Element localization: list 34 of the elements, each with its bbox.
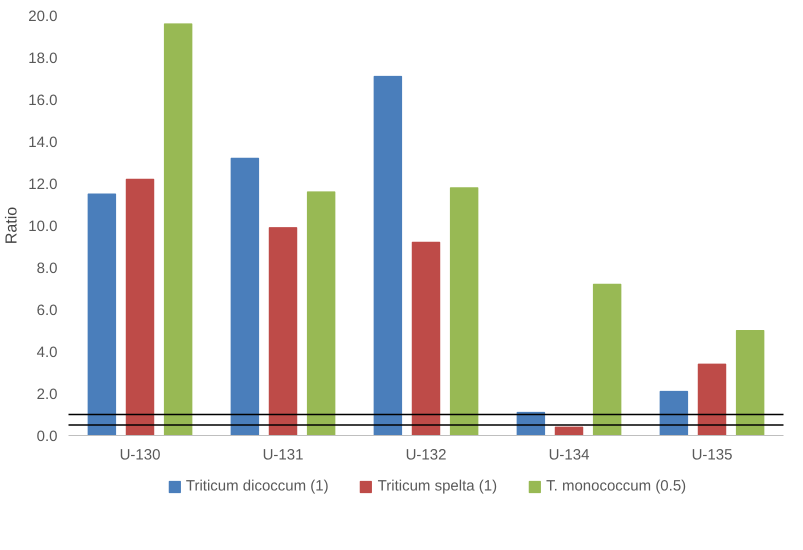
bar [554, 426, 584, 436]
bar [88, 194, 116, 436]
legend-label: Triticum spelta (1) [378, 478, 498, 494]
x-tick-label: U-135 [692, 446, 732, 464]
bar [164, 23, 192, 436]
y-tick-label: 4.0 [36, 344, 58, 361]
y-tick-label: 20.0 [28, 8, 58, 25]
y-tick-label: 10.0 [28, 218, 58, 235]
y-tick-label: 14.0 [28, 134, 58, 151]
y-tick-label: 18.0 [28, 50, 58, 67]
y-tick-label: 6.0 [36, 302, 58, 319]
bar [736, 330, 764, 436]
bar [592, 284, 622, 436]
x-tick-label: U-130 [120, 446, 160, 464]
y-tick-label: 12.0 [28, 176, 58, 193]
x-tick-label: U-131 [262, 446, 304, 464]
y-tick-label: 0.0 [36, 428, 58, 445]
y-tick-label: 2.0 [36, 386, 58, 403]
bar [230, 158, 260, 436]
y-axis-title: Ratio [3, 206, 20, 244]
legend-label: T. monococcum (0.5) [546, 478, 686, 494]
bar [306, 191, 336, 436]
bar [698, 364, 726, 436]
legend-label: Triticum dicoccum (1) [186, 478, 329, 494]
bar [450, 187, 478, 436]
x-tick-label: U-132 [406, 446, 446, 464]
bar [374, 76, 402, 436]
bar [412, 242, 440, 436]
x-tick-label: U-134 [548, 446, 590, 464]
y-tick-label: 16.0 [28, 92, 58, 109]
y-tick-label: 8.0 [36, 260, 58, 277]
bar [268, 227, 298, 436]
bar [660, 390, 688, 436]
bar [126, 178, 154, 436]
